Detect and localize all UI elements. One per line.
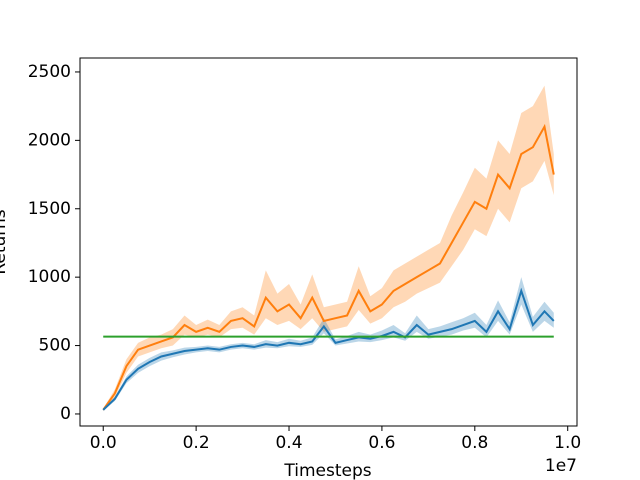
x-tick-label: 1.0 [554,433,581,453]
y-tick-label: 1000 [28,267,71,287]
band [103,85,554,412]
x-offset-label: 1e7 [545,456,577,476]
y-tick-label: 2000 [28,130,71,150]
line [102,123,555,411]
x-tick-label: 0.2 [183,433,210,453]
x-axis-label: Timesteps [283,461,371,480]
line [102,287,555,411]
plot-frame [79,57,578,427]
x-tick-label: 0.4 [275,433,302,453]
y-tick-label: 2500 [28,62,71,82]
y-tick-label: 500 [39,336,71,356]
x-tick-label: 0.8 [461,433,488,453]
y-axis-label: Returns [0,209,10,274]
y-tick-label: 1500 [28,199,71,219]
x-tick-label: 0.6 [368,433,395,453]
x-tick-label: 0.0 [90,433,117,453]
y-tick-label: 0 [60,404,71,424]
